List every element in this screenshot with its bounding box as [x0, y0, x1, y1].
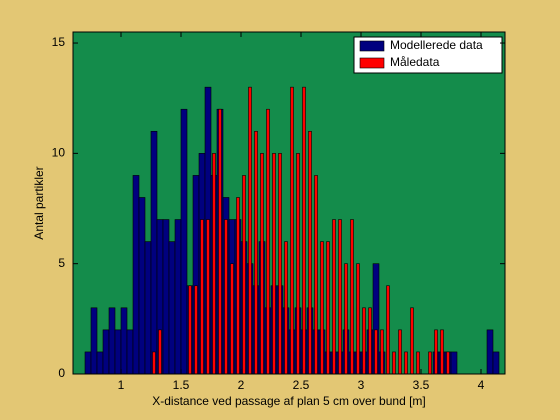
bar: [132, 175, 140, 375]
bar: [362, 307, 366, 375]
bar: [174, 219, 182, 375]
bar: [168, 241, 176, 375]
bar: [206, 219, 210, 375]
bar: [194, 285, 198, 375]
x-tick-label: 1: [118, 378, 125, 392]
bar: [162, 219, 170, 375]
bar: [90, 307, 98, 375]
bar: [212, 153, 216, 375]
bar: [356, 263, 360, 375]
bar: [344, 263, 348, 375]
bar: [392, 351, 396, 375]
bar: [254, 130, 258, 375]
bar: [410, 307, 414, 375]
bar: [230, 263, 234, 375]
bar: [404, 351, 408, 375]
bar: [368, 307, 372, 375]
legend-swatch: [359, 57, 385, 69]
bar: [242, 175, 246, 375]
bar: [290, 86, 294, 375]
bar: [320, 241, 324, 375]
bar: [374, 329, 378, 375]
bar: [200, 219, 204, 375]
bar: [302, 86, 306, 375]
bar: [386, 285, 390, 375]
bar: [284, 241, 288, 375]
bar: [152, 351, 156, 375]
bar: [272, 153, 276, 375]
bar: [486, 329, 494, 375]
bar: [266, 108, 270, 375]
bar: [84, 351, 92, 375]
bar: [248, 86, 252, 375]
bar: [398, 329, 402, 375]
bar: [108, 307, 116, 375]
bar: [102, 329, 110, 375]
y-tick-label: 10: [52, 146, 66, 160]
bar: [180, 108, 188, 375]
x-tick-label: 3: [358, 378, 365, 392]
x-tick-label: 2.5: [293, 378, 310, 392]
bar: [434, 329, 438, 375]
bar: [446, 351, 450, 375]
y-tick-label: 0: [58, 366, 65, 380]
legend-label: Modellerede data: [390, 38, 483, 52]
bar: [308, 130, 312, 375]
bar: [492, 351, 500, 375]
bar: [440, 329, 444, 375]
legend-swatch: [359, 40, 385, 52]
bar: [416, 351, 420, 375]
bar: [314, 175, 318, 375]
x-tick-label: 2: [238, 378, 245, 392]
bar: [150, 130, 158, 375]
bar: [188, 285, 192, 375]
bar: [260, 153, 264, 375]
x-tick-label: 3.5: [413, 378, 430, 392]
x-tick-label: 4: [478, 378, 485, 392]
bar: [338, 219, 342, 375]
bar: [96, 351, 104, 375]
bar: [380, 329, 384, 375]
bar: [120, 307, 128, 375]
bar: [126, 329, 134, 375]
bar: [278, 153, 282, 375]
y-tick-label: 15: [52, 35, 66, 49]
x-tick-label: 1.5: [173, 378, 190, 392]
y-axis-label: Antal partikler: [32, 166, 46, 239]
bar: [224, 219, 228, 375]
bar: [114, 329, 122, 375]
bar: [138, 197, 146, 375]
bar: [218, 108, 222, 375]
bar: [326, 241, 330, 375]
y-tick-label: 5: [58, 256, 65, 270]
bar: [450, 351, 458, 375]
bar: [350, 219, 354, 375]
x-axis-label: X-distance ved passage af plan 5 cm over…: [152, 394, 426, 408]
bar: [144, 241, 152, 375]
bar: [158, 329, 162, 375]
bar: [428, 351, 432, 375]
bar: [332, 219, 336, 375]
legend-label: Måledata: [390, 55, 440, 69]
axes-frame: [72, 31, 506, 375]
bar: [296, 153, 300, 375]
bar: [236, 197, 240, 375]
